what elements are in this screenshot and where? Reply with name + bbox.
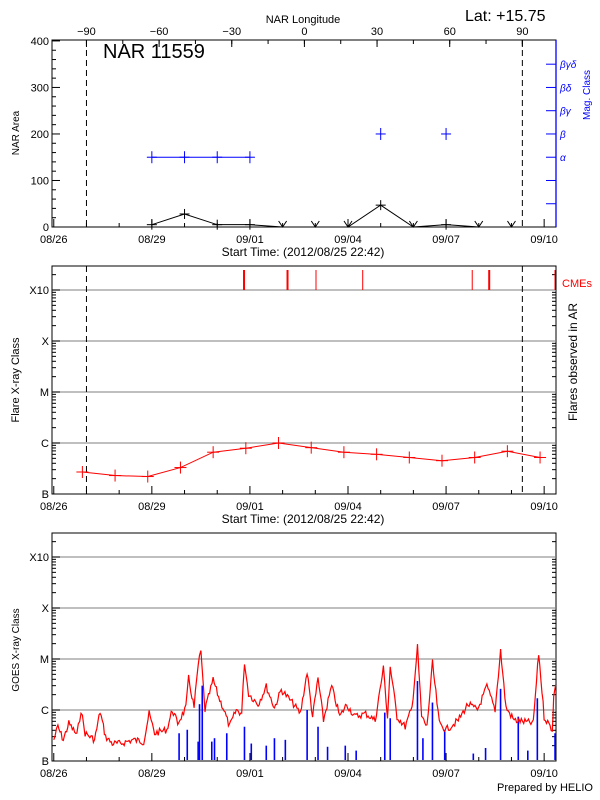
y-tick-label: X10 (29, 552, 49, 564)
y-tick-label: C (41, 438, 49, 450)
x-tick-label: 09/01 (236, 234, 264, 246)
area-point-zero (343, 220, 353, 228)
x-tick-label: 09/10 (530, 501, 558, 513)
x-tick-label: 08/26 (40, 768, 68, 780)
top-x-tick-label: −30 (222, 26, 241, 38)
panel3-ylabel: GOES X-ray Class (11, 608, 22, 691)
panel1-y2label: Mag. Class (582, 70, 593, 120)
lat-label: Lat: +15.75 (465, 8, 546, 25)
panel1-frame (51, 265, 557, 495)
panel2-ylabel: Flare X-ray Class (10, 337, 22, 422)
x-tick-label: 09/10 (530, 234, 558, 246)
y-tick-label: 100 (31, 175, 49, 187)
mag-class-label: β (559, 130, 566, 141)
y-tick-label: X (42, 336, 50, 348)
y-tick-label: M (40, 654, 49, 666)
x-tick-label: 08/26 (40, 501, 68, 513)
mag-class-label: βδ (559, 83, 572, 94)
panel2-frame (51, 532, 557, 762)
x-tick-label: 09/10 (530, 768, 558, 780)
x-tick-label: 09/04 (334, 234, 362, 246)
goes-long-series-line (53, 644, 557, 748)
y-tick-label: 200 (31, 129, 49, 141)
area-point-zero (310, 220, 320, 228)
top-x-tick-label: 0 (301, 26, 307, 38)
top-axis-title: NAR Longitude (266, 14, 341, 26)
x-tick-label: 09/04 (334, 501, 362, 513)
top-x-tick-label: −90 (77, 26, 96, 38)
top-x-tick-label: −60 (150, 26, 169, 38)
area-point-zero (507, 220, 516, 228)
x-tick-label: 09/01 (236, 768, 264, 780)
x-tick-label: 09/04 (334, 768, 362, 780)
panel1-title: NAR 11559 (103, 41, 205, 63)
mag-class-label: α (560, 153, 566, 164)
x-tick-label: 09/07 (432, 768, 460, 780)
credit-text: Prepared by HELIO (497, 782, 593, 794)
top-x-tick-label: 90 (516, 26, 528, 38)
top-x-tick-label: 30 (371, 26, 383, 38)
y-tick-label: 400 (31, 36, 49, 48)
y-tick-label: X (42, 603, 50, 615)
panel2-y2label: Flares observed in AR (566, 303, 580, 421)
x-tick-label: 08/29 (138, 501, 166, 513)
mag-class-label: βγ (559, 107, 572, 118)
y-tick-label: X10 (29, 285, 49, 297)
x-tick-label: 09/01 (236, 501, 264, 513)
panel1-xlabel: Start Time: (2012/08/25 22:42) (222, 245, 385, 259)
panel2-xlabel: Start Time: (2012/08/25 22:42) (222, 512, 385, 526)
y-tick-label: 0 (43, 222, 49, 234)
x-tick-label: 08/26 (40, 234, 68, 246)
area-point-zero (278, 220, 288, 228)
area-point-zero (408, 220, 418, 228)
panel0-frame (51, 39, 557, 228)
panel1-ylabel: NAR Area (11, 110, 22, 155)
area-series-line (151, 204, 512, 228)
y-tick-label: C (41, 705, 49, 717)
area-point-zero (474, 220, 484, 228)
y-tick-label: B (42, 756, 49, 768)
y-tick-label: B (42, 489, 49, 501)
x-tick-label: 08/29 (138, 768, 166, 780)
y-tick-label: M (40, 387, 49, 399)
mag-class-label: βγδ (559, 60, 577, 71)
x-tick-label: 09/07 (432, 234, 460, 246)
x-tick-label: 09/07 (432, 501, 460, 513)
top-x-tick-label: 60 (444, 26, 456, 38)
x-tick-label: 08/29 (138, 234, 166, 246)
cme-label: CMEs (562, 278, 592, 290)
y-tick-label: 300 (31, 82, 49, 94)
